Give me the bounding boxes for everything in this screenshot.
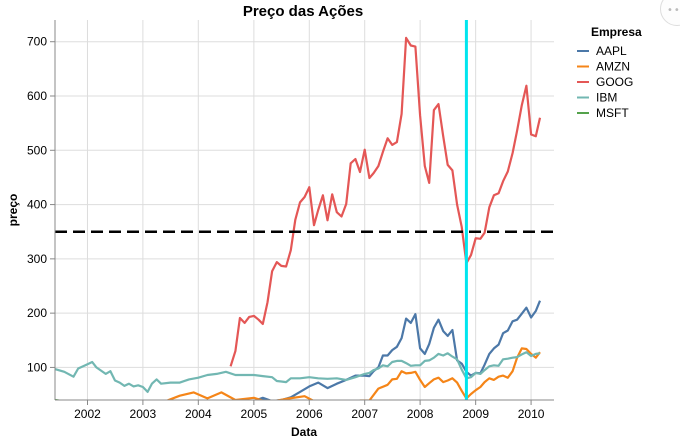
legend-title: Empresa <box>591 25 642 39</box>
series-line-aapl <box>253 300 542 400</box>
x-axis-title: Data <box>291 425 317 438</box>
x-tick-label: 2009 <box>462 407 489 421</box>
x-tick-label: 2006 <box>296 407 323 421</box>
series-line-amzn <box>165 347 541 400</box>
x-tick-label: 2004 <box>185 407 212 421</box>
legend-label-goog: GOOG <box>596 75 633 89</box>
y-tick-label: 600 <box>27 89 47 103</box>
x-tick-label: 2008 <box>407 407 434 421</box>
series-lines <box>55 36 542 400</box>
y-tick-label: 400 <box>27 198 47 212</box>
more-dots-icon: ••• <box>667 5 680 16</box>
series-line-goog <box>229 36 542 367</box>
y-tick-label: 500 <box>27 143 47 157</box>
legend-label-aapl: AAPL <box>596 44 627 58</box>
x-axis: 2002 2003 2004 2005 2006 2007 2008 2009 2010 <box>74 400 545 421</box>
plot-area <box>55 20 554 400</box>
x-tick-label: 2003 <box>130 407 157 421</box>
x-tick-label: 2005 <box>241 407 268 421</box>
grid <box>55 20 554 400</box>
legend-label-amzn: AMZN <box>596 60 630 74</box>
reference-rules <box>55 20 554 400</box>
chart-title: Preço das Ações <box>243 3 363 20</box>
x-tick-label: 2010 <box>518 407 545 421</box>
y-axis-title: preço <box>6 194 20 227</box>
series-line-ibm <box>55 351 541 393</box>
x-tick-label: 2007 <box>351 407 378 421</box>
y-tick-label: 200 <box>27 306 47 320</box>
y-tick-label: 300 <box>27 252 47 266</box>
legend-label-msft: MSFT <box>596 106 629 120</box>
y-tick-label: 100 <box>27 360 47 374</box>
y-axis: 100 200 300 400 500 600 700 <box>27 35 55 374</box>
x-tick-label: 2002 <box>74 407 101 421</box>
y-tick-label: 700 <box>27 35 47 49</box>
legend-label-ibm: IBM <box>596 91 617 105</box>
